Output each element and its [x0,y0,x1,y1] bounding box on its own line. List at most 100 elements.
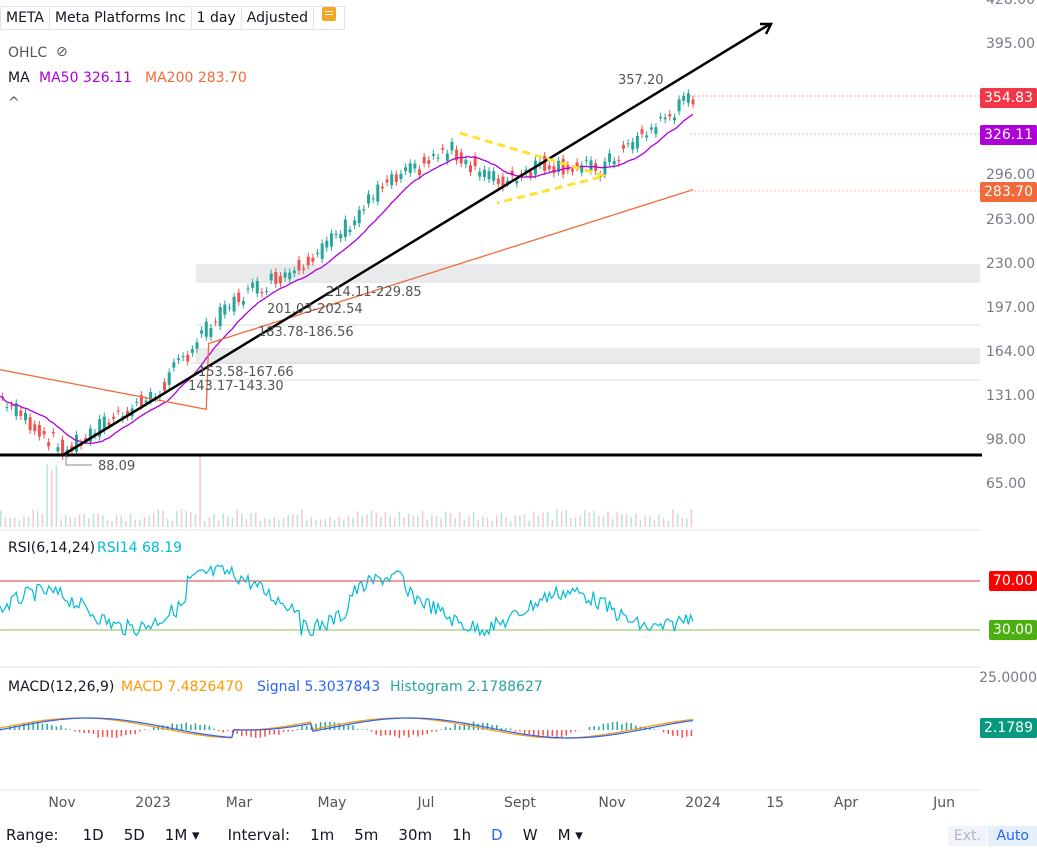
macd-hist-bar [486,722,489,730]
volume-bar [454,518,456,527]
volume-bar [199,455,201,527]
volume-bar [273,517,275,527]
volume-bar [148,515,150,527]
x-tick: 15 [766,795,784,811]
volume-bar [129,513,132,527]
candle [608,153,612,163]
candle [631,141,635,150]
auto-button[interactable]: Auto [988,826,1037,846]
volume-bar [468,515,470,527]
macd-hist-bar [55,726,58,730]
volume-bar [403,517,405,527]
volume-bar [55,465,58,527]
volume-bar [343,519,345,527]
ext-button[interactable]: Ext. [947,826,987,846]
macd-hist-bar [23,722,25,730]
interval-1m[interactable]: 1m [310,826,335,844]
macd-hist-bar [60,725,62,730]
eye-off-icon[interactable]: ⊘ [56,44,68,60]
volume-bar [463,519,466,527]
macd-hist-bar [315,723,317,730]
macd-hist-bar [435,730,438,732]
x-tick: Mar [226,795,253,811]
volume-bar [546,511,549,527]
volume-bar [542,512,544,527]
volume-bar [264,518,266,527]
candle [635,135,639,149]
macd-hist-bar [227,730,229,732]
candle [686,93,690,103]
volume-bar [593,510,595,527]
volume-bar [324,519,326,527]
volume-bar [579,516,581,527]
macd-hist-bar [505,728,507,730]
candle [654,127,658,134]
volume-bar [92,513,95,527]
range-5d[interactable]: 5D [123,826,145,844]
macd-hist-bar [686,730,688,737]
macd-hist-bar [120,730,123,737]
interval-d[interactable]: D [491,826,503,844]
volume-bar [477,520,479,527]
zone-label: 214.11-229.85 [326,285,422,300]
interval-30m[interactable]: 30m [398,826,433,844]
candle [88,428,92,442]
volume-bar [616,511,619,527]
volume-bar [60,519,62,527]
candle [427,160,431,164]
candle [478,171,482,177]
volume-bar [570,518,572,527]
volume-bar [389,515,391,527]
candle [269,273,273,281]
volume-bar [101,515,104,527]
candle [209,328,213,337]
volume-bar [482,516,484,527]
list-icon [322,7,337,21]
candle [529,171,533,177]
settings-button[interactable] [313,6,346,30]
x-tick: 2023 [135,795,171,811]
macd-hist-bar [361,729,364,730]
macd-hist-bar [69,729,72,730]
macd-hist-bar [491,724,493,730]
ma-label: MA [8,70,30,86]
symbol[interactable]: META [0,6,50,30]
candle [589,160,593,171]
volume-bar [18,520,21,527]
candle [316,252,320,254]
candle [645,135,649,138]
company-name: Meta Platforms Inc [48,6,192,30]
candle [575,162,579,168]
interval-m[interactable]: M ▾ [557,826,583,844]
ma50-tag: 326.11 [980,125,1037,145]
candle [251,282,255,288]
volume-bar [597,516,600,527]
macd-hist-bar [213,728,215,730]
volume-bar [50,470,53,527]
volume-bar [347,516,350,527]
candle [668,114,672,117]
rsi-line [0,564,694,637]
volume-bar [653,519,656,527]
interval-w[interactable]: W [522,826,538,844]
macd-hist-bar [101,730,104,737]
macd-hist-bar [32,722,34,730]
volume-bar [83,514,85,527]
range-1m[interactable]: 1M ▾ [164,826,200,844]
collapse-caret-icon[interactable]: ^ [8,95,20,111]
volume-bar [278,520,280,527]
candle [376,184,380,202]
interval-button[interactable]: 1 day [190,6,242,30]
low-marker [65,455,92,466]
adjust-button[interactable]: Adjusted [240,6,315,30]
candle [255,280,259,294]
candle [102,416,106,431]
volume-bar [171,520,174,527]
candle [163,382,167,391]
interval-5m[interactable]: 5m [354,826,379,844]
range-1d[interactable]: 1D [82,826,104,844]
macd-hist-bar [570,730,572,733]
macd-hist-bar [458,725,461,730]
interval-1h[interactable]: 1h [452,826,472,844]
